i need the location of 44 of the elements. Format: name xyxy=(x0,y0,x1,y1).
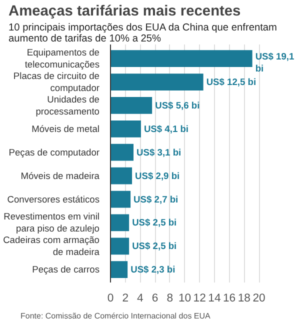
y-tick-label: Placas de circuito de computador xyxy=(13,71,100,94)
bar xyxy=(110,238,130,255)
y-tick-label: Conversores estáticos xyxy=(7,194,100,204)
data-label: US$ 2,5 bi xyxy=(132,241,177,252)
y-tick-label: Móveis de madeira xyxy=(20,170,100,181)
bar xyxy=(110,97,152,114)
x-tick-label: 18 xyxy=(238,292,250,304)
data-label: US$ 2,9 bi xyxy=(135,170,180,181)
data-label: US$ 12,5 bi xyxy=(206,77,256,88)
x-tick-label: 8 xyxy=(166,292,174,304)
data-label: US$ 4,1 bi xyxy=(144,124,189,134)
bar xyxy=(110,261,128,278)
bar xyxy=(110,120,141,138)
data-label: US$ 3,1 bi xyxy=(136,147,182,158)
bar xyxy=(110,50,252,68)
bar xyxy=(110,167,132,184)
chart-subtitle: 10 principais importações dos EUA da China que enfrentam aumento de tarifas de 10% a 25% xyxy=(8,22,277,44)
x-tick-label: 14 xyxy=(208,292,221,304)
y-tick-label: Peças de computador xyxy=(8,147,100,158)
data-label: US$ 5,6 bi xyxy=(155,100,200,110)
data-label: US$ 2,7 bi xyxy=(134,194,178,204)
x-tick-label: 16 xyxy=(223,292,236,304)
x-tick-label: 6 xyxy=(152,292,158,304)
x-tick-label: 12 xyxy=(193,292,206,304)
x-tick-label: 20 xyxy=(252,292,266,304)
x-tick-label: 4 xyxy=(137,292,144,304)
x-tick-label: 10 xyxy=(178,292,192,304)
bar xyxy=(110,144,134,161)
source-note: Fonte: Comissão de Comércio Internacional dos EUA xyxy=(20,312,212,320)
bar xyxy=(110,214,130,232)
data-label: US$ 19,1 bi xyxy=(255,52,294,74)
y-tick-label: Unidades de processamento xyxy=(36,94,100,116)
y-tick-label: Móveis de metal xyxy=(32,124,100,134)
x-tick-label: 0 xyxy=(107,292,114,304)
bar xyxy=(110,74,204,90)
chart-title: Ameaças tarifárias mais recentes xyxy=(8,4,241,20)
data-label: US$ 2,5 bi xyxy=(132,218,177,228)
bar xyxy=(110,190,131,208)
y-tick-label: Equipamentos de telecomunicações xyxy=(24,48,100,70)
y-tick-label: Revestimentos em vinil para piso de azulejo xyxy=(4,212,100,234)
x-tick-label: 2 xyxy=(122,292,129,304)
data-label: US$ 2,3 bi xyxy=(130,264,176,275)
y-tick-label: Peças de carros xyxy=(32,264,100,275)
y-tick-label: Cadeiras com armação de madeira xyxy=(3,235,100,258)
